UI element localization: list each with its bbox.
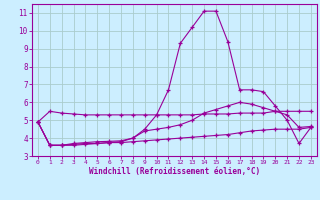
X-axis label: Windchill (Refroidissement éolien,°C): Windchill (Refroidissement éolien,°C) — [89, 167, 260, 176]
